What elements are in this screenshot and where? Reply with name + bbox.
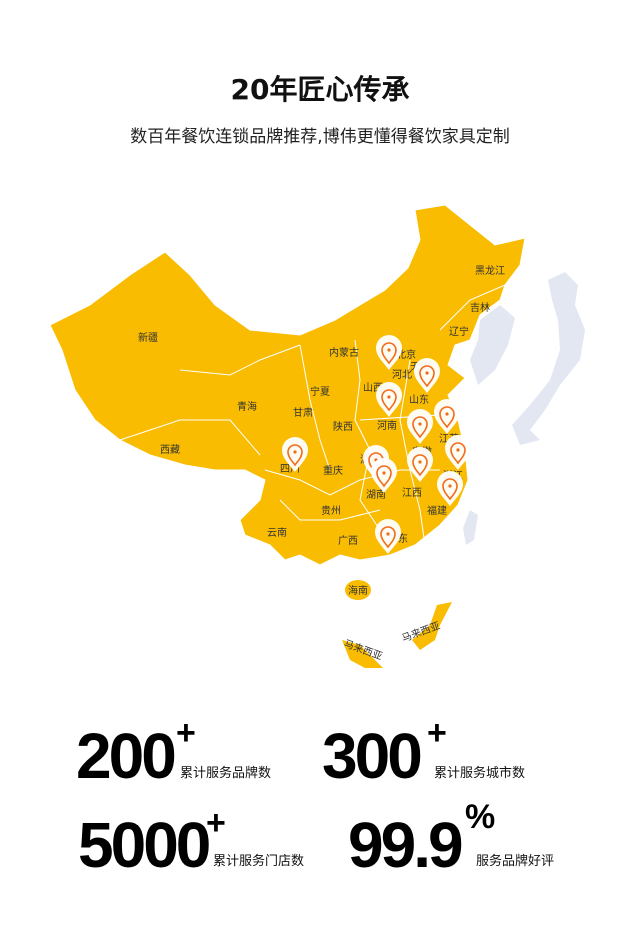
page-subtitle: 数百年餐饮连锁品牌推荐,博伟更懂得餐饮家具定制 <box>130 127 510 147</box>
province-borders <box>119 284 506 546</box>
location-pin-icon <box>434 399 460 434</box>
stat-stores-suffix: + <box>206 804 226 842</box>
stat-rating-value: 99.9 <box>348 809 464 881</box>
stat-rating-suffix: % <box>465 798 496 836</box>
province-label: 云南 <box>267 526 287 539</box>
province-label: 新疆 <box>138 331 158 344</box>
province-label: 陕西 <box>333 420 353 433</box>
taiwan-shape <box>463 510 478 545</box>
china-map: 新疆西藏青海内蒙古甘肃宁夏陕西山西北京天津河北山东河南四川重庆湖北湖南安徽江苏浙… <box>49 204 585 668</box>
stat-cities-suffix: + <box>427 714 447 752</box>
page-title: 20年匠心传承 <box>230 73 410 106</box>
hainan-shape <box>345 580 371 600</box>
location-pin-icon <box>407 447 433 482</box>
stat-stores-value: 5000 <box>78 809 211 881</box>
province-label: 吉林 <box>470 301 490 314</box>
location-pin-icon <box>407 409 433 444</box>
province-label: 辽宁 <box>449 325 469 338</box>
province-label: 湖南 <box>366 488 386 501</box>
province-label: 青海 <box>237 400 257 413</box>
province-label: 宁夏 <box>310 385 330 398</box>
province-label: 河南 <box>377 419 397 432</box>
province-label: 贵州 <box>321 504 341 517</box>
location-pin-icon <box>413 357 441 393</box>
stat-rating-caption: 服务品牌好评 <box>476 854 555 869</box>
location-pin-icon <box>376 335 402 370</box>
province-label: 甘肃 <box>293 406 313 419</box>
province-label: 河北 <box>392 369 412 381</box>
stat-brands-suffix: + <box>176 714 196 752</box>
province-label: 海南 <box>348 584 368 597</box>
stat-cities-caption: 累计服务城市数 <box>434 766 526 781</box>
province-label: 西藏 <box>160 444 180 456</box>
location-pin-icon <box>375 519 401 554</box>
china-mainland <box>49 204 526 566</box>
malaysia-west-shape <box>342 640 383 668</box>
malaysia-east-shape <box>412 602 452 650</box>
province-label: 内蒙古 <box>329 346 359 359</box>
province-label: 江西 <box>402 487 422 499</box>
province-label: 福建 <box>427 504 447 517</box>
province-label: 山东 <box>409 393 429 406</box>
stat-brands-caption: 累计服务品牌数 <box>180 766 272 781</box>
province-label: 黑龙江 <box>475 264 505 277</box>
location-pin-icon <box>282 437 308 472</box>
location-pin-icon <box>376 382 402 417</box>
stat-brands-value: 200 <box>76 720 177 792</box>
location-pin-icon <box>437 471 463 506</box>
stat-stores-caption: 累计服务门店数 <box>213 854 305 869</box>
stat-cities-value: 300 <box>322 720 423 792</box>
province-label: 重庆 <box>323 464 343 477</box>
korea-shape <box>470 305 515 385</box>
location-pin-icon <box>445 435 471 470</box>
province-label: 四川 <box>280 464 300 475</box>
japan-shape <box>512 272 585 445</box>
neighbor-countries <box>463 272 585 545</box>
location-pin-icon <box>371 458 397 493</box>
province-label: 广西 <box>338 535 358 547</box>
